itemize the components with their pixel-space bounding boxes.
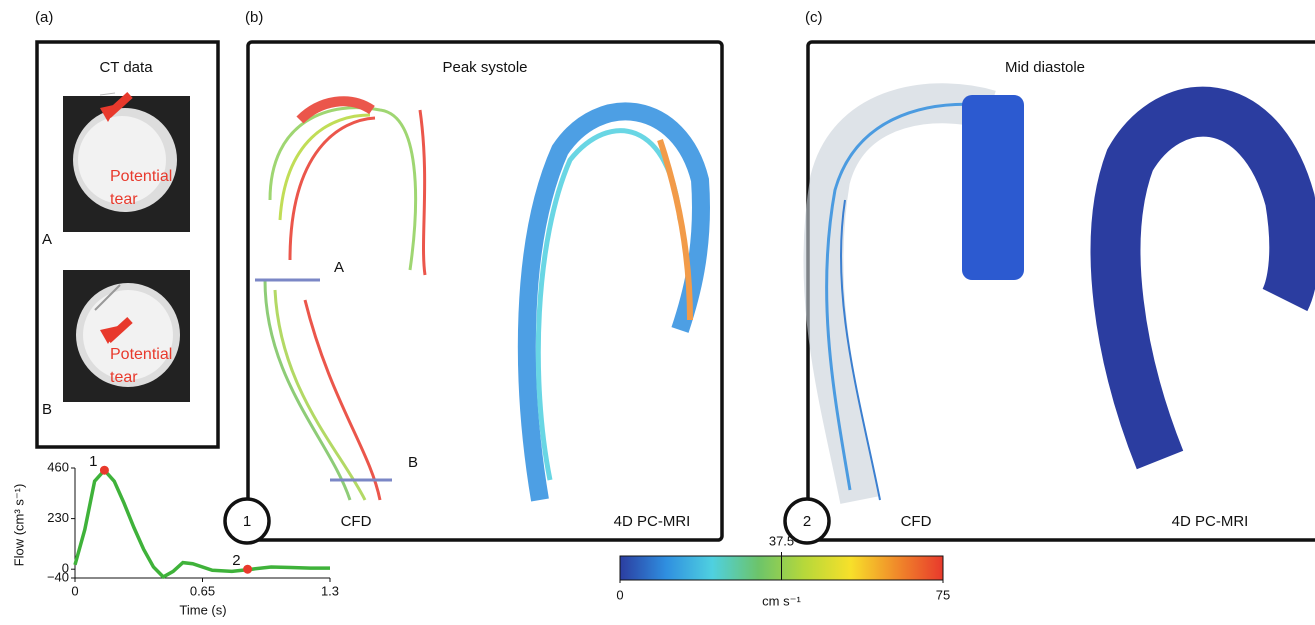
y-tick-label: 230 — [47, 510, 69, 525]
x-tick-label: 0 — [71, 583, 78, 598]
panel-box — [246, 40, 724, 542]
panel-box — [35, 40, 220, 449]
phase-badge — [223, 497, 271, 545]
x-axis-label: Time (s) — [179, 602, 226, 617]
view-label: CFD — [341, 513, 372, 530]
phase-marker-label: 2 — [232, 552, 240, 569]
phase-badge — [783, 497, 831, 545]
panel-label: (c) — [805, 9, 823, 26]
y-tick-label: 460 — [47, 459, 69, 474]
panel-label: (b) — [245, 9, 263, 26]
streamlines — [263, 96, 710, 502]
phase-marker — [243, 564, 253, 574]
ct-image — [63, 270, 190, 402]
panel-label: (a) — [35, 9, 53, 26]
x-tick-label: 0.65 — [190, 583, 215, 598]
panel-title: CT data — [99, 59, 153, 76]
panel-title: Mid diastole — [1005, 59, 1085, 76]
cut-label: B — [408, 454, 418, 471]
view-label: 4D PC-MRI — [1172, 513, 1249, 530]
y-axis-label: Flow (cm³ s⁻¹) — [11, 484, 26, 567]
view-label: 4D PC-MRI — [614, 513, 691, 530]
flow-line — [73, 467, 330, 580]
phase-number: 2 — [803, 513, 811, 530]
annotation: tear — [110, 369, 138, 386]
image-label: B — [42, 401, 52, 418]
y-tick-label: −40 — [47, 569, 69, 584]
annotation: Potential — [110, 168, 172, 185]
x-tick-label: 1.3 — [321, 583, 339, 598]
streamlines — [803, 83, 1315, 504]
view-label: CFD — [901, 513, 932, 530]
annotation: Potential — [110, 346, 172, 363]
y-tick-label: 0 — [62, 561, 69, 576]
ct-image — [63, 92, 190, 232]
phase-marker-label: 1 — [89, 453, 97, 470]
colorbar-tick-label: 37.5 — [769, 533, 794, 548]
image-label: A — [42, 231, 52, 248]
cut-label: A — [334, 259, 344, 276]
colorbar-tick-label: 75 — [936, 587, 950, 602]
phase-marker — [99, 465, 109, 475]
annotation: tear — [110, 191, 138, 208]
panel-title: Peak systole — [442, 59, 527, 76]
phase-number: 1 — [243, 513, 251, 530]
colorbar-tick-label: 0 — [616, 587, 623, 602]
colorbar-label: cm s⁻¹ — [762, 593, 801, 608]
